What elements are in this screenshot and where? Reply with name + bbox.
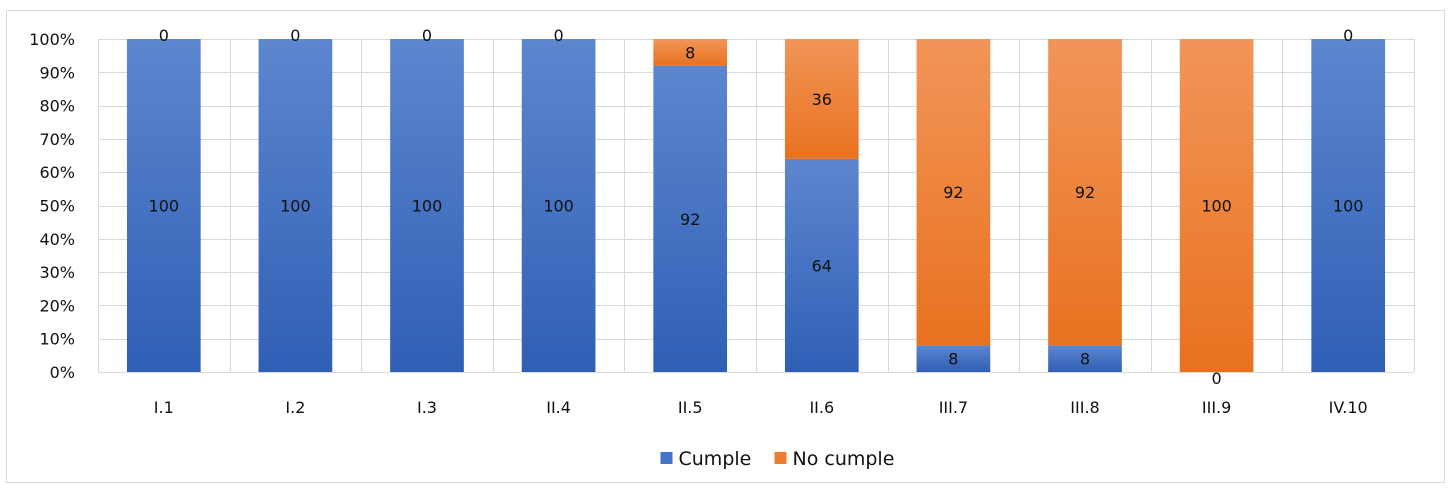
x-tick-label: II.4 xyxy=(546,398,571,417)
y-tick-label: 90% xyxy=(39,63,75,82)
x-tick-label: II.5 xyxy=(678,398,703,417)
data-label: 36 xyxy=(812,90,832,109)
data-label: 0 xyxy=(159,26,169,45)
bar-segment-no-cumple xyxy=(1048,39,1122,346)
data-label: 0 xyxy=(422,26,432,45)
y-tick-label: 70% xyxy=(39,130,75,149)
data-labels: 100 0 100 0 100 0 100 0 92 8 64 36 8 92 8 92 0 100 100 0 xyxy=(149,26,1364,388)
bar-segment-cumple xyxy=(916,345,991,372)
y-tick-label: 80% xyxy=(39,97,75,116)
data-label: 0 xyxy=(290,26,300,45)
data-label: 8 xyxy=(948,350,958,369)
legend-swatch-cumple xyxy=(660,452,673,464)
data-label: 92 xyxy=(680,210,700,229)
x-tick-label: III.7 xyxy=(939,398,968,417)
bar-segment-cumple xyxy=(653,65,728,372)
bar-segment-no-cumple xyxy=(784,39,859,159)
bar-segment-cumple xyxy=(521,39,596,372)
data-label: 100 xyxy=(1201,197,1232,216)
y-tick-label: 0% xyxy=(50,363,75,382)
legend: Cumple No cumple xyxy=(660,448,895,470)
x-axis-ticks: I.1 I.2 I.3 II.4 II.5 II.6 III.7 III.8 III.9 IV.1… xyxy=(154,398,1368,417)
data-label: 92 xyxy=(943,183,963,202)
y-tick-label: 30% xyxy=(39,263,75,282)
y-tick-label: 50% xyxy=(39,197,75,216)
data-label: 0 xyxy=(554,26,564,45)
x-tick-label: III.9 xyxy=(1202,398,1231,417)
data-label: 8 xyxy=(685,43,695,62)
bar-segment-cumple xyxy=(1048,345,1122,372)
y-tick-label: 20% xyxy=(39,296,75,315)
x-tick-label: III.8 xyxy=(1070,398,1099,417)
data-label: 92 xyxy=(1075,183,1095,202)
data-label: 100 xyxy=(412,197,443,216)
data-label: 100 xyxy=(543,197,574,216)
bar-segment-cumple xyxy=(390,39,464,372)
legend-swatch-no-cumple xyxy=(774,452,787,464)
data-label: 100 xyxy=(280,197,311,216)
bar-segment-cumple xyxy=(258,39,333,372)
x-tick-label: I.1 xyxy=(154,398,174,417)
x-tick-label: I.3 xyxy=(417,398,437,417)
bar-segment-cumple xyxy=(126,39,201,372)
bar-segment-no-cumple xyxy=(653,39,728,66)
data-label: 100 xyxy=(149,197,180,216)
y-tick-label: 40% xyxy=(39,230,75,249)
x-tick-label: IV.10 xyxy=(1329,398,1368,417)
bar-segment-cumple xyxy=(784,158,859,372)
legend-label: Cumple xyxy=(679,448,752,470)
x-tick-label: I.2 xyxy=(285,398,305,417)
bar-segment-no-cumple xyxy=(1179,39,1254,372)
bar-segment-cumple xyxy=(1311,39,1386,372)
x-tick-label: II.6 xyxy=(809,398,834,417)
y-axis-ticks: 0% 10% 20% 30% 40% 50% 60% 70% 80% 90% 100% xyxy=(29,30,75,382)
y-tick-label: 60% xyxy=(39,163,75,182)
bar-segment-no-cumple xyxy=(916,39,991,346)
y-tick-label: 10% xyxy=(39,330,75,349)
y-tick-label: 100% xyxy=(29,30,75,49)
bars xyxy=(126,39,1386,372)
data-label: 100 xyxy=(1333,197,1364,216)
data-label: 0 xyxy=(1212,369,1222,388)
data-label: 8 xyxy=(1080,350,1090,369)
legend-label: No cumple xyxy=(793,448,895,470)
data-label: 0 xyxy=(1343,26,1353,45)
data-label: 64 xyxy=(812,256,832,275)
